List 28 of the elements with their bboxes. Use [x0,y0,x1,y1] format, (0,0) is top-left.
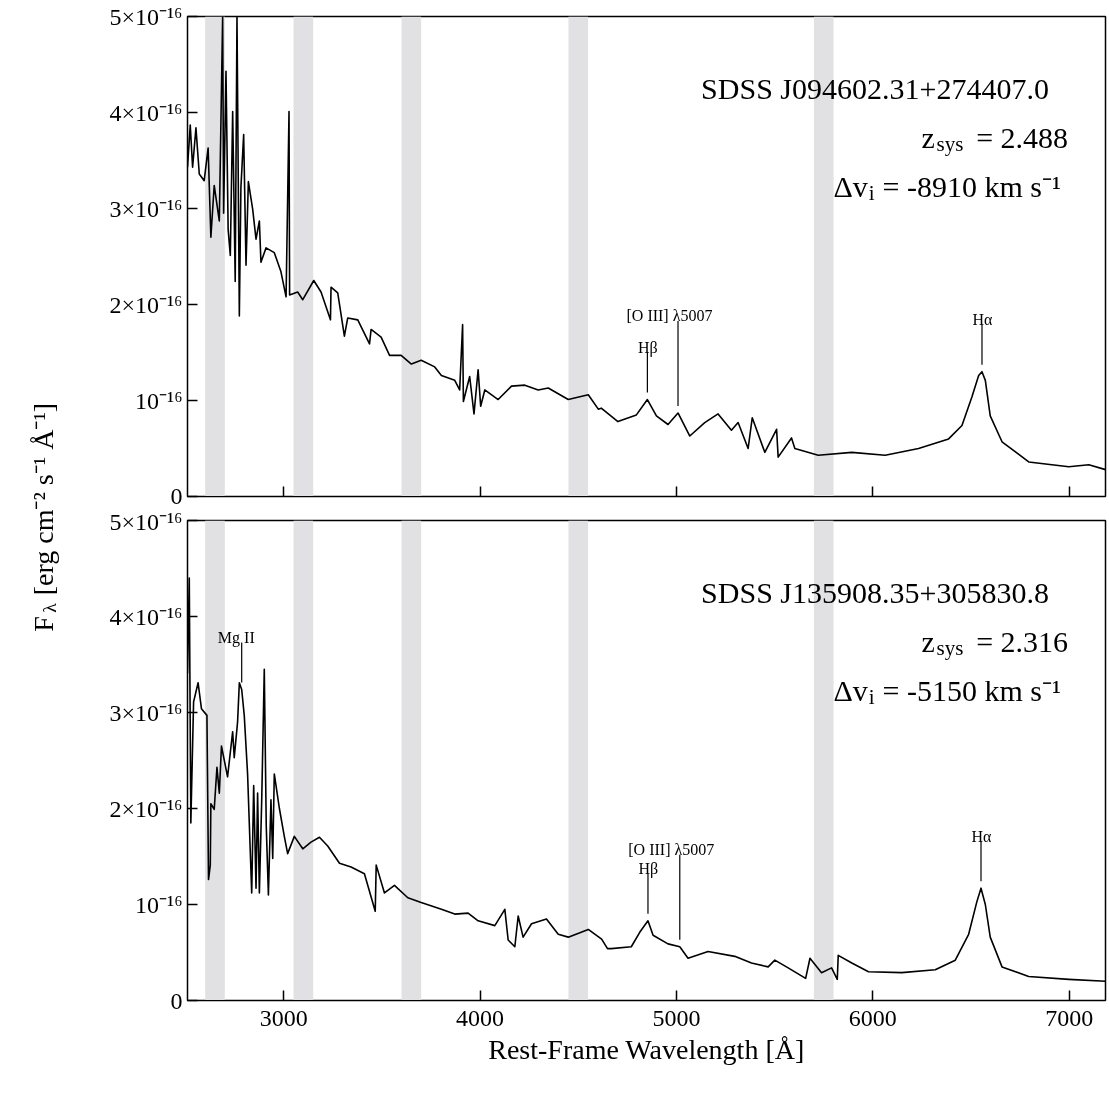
annotation: SDSS J135908.35+305830.8 [701,576,1049,609]
annotation: Hβ [637,339,658,358]
annotation: Hβ [638,860,659,879]
x-tick-label: 5000 [652,1004,701,1031]
y-tick-label: 5×10⁻¹⁶ [109,508,183,535]
y-tick-label: 4×10⁻¹⁶ [109,603,183,630]
x-tick-label: 3000 [259,1004,308,1031]
y-tick-label: 0 [170,987,183,1014]
y-tick-label: 10⁻¹⁶ [134,387,183,414]
y-tick-label: 3×10⁻¹⁶ [109,699,183,726]
annotation: Mg II [217,628,255,647]
y-tick-label: 3×10⁻¹⁶ [109,195,183,222]
annotation: [O III] λ5007 [628,841,715,859]
annotation: Hα [972,311,994,329]
y-axis-title: Fλ [erg cm⁻² s⁻¹ Å⁻¹] [28,402,61,632]
x-tick-label: 6000 [848,1004,897,1031]
x-tick-label: 7000 [1045,1004,1094,1031]
y-tick-label: 5×10⁻¹⁶ [109,3,183,30]
y-tick-label: 10⁻¹⁶ [134,891,183,918]
x-tick-label: 4000 [456,1004,505,1031]
x-axis-title: Rest-Frame Wavelength [Å] [488,1033,805,1065]
annotation: SDSS J094602.31+274407.0 [701,72,1049,105]
y-tick-label: 2×10⁻¹⁶ [109,291,183,318]
y-tick-label: 4×10⁻¹⁶ [109,99,183,126]
y-tick-label: 0 [170,482,183,509]
annotation: [O III] λ5007 [626,307,713,325]
y-tick-label: 2×10⁻¹⁶ [109,795,183,822]
annotation: Hα [971,827,993,845]
